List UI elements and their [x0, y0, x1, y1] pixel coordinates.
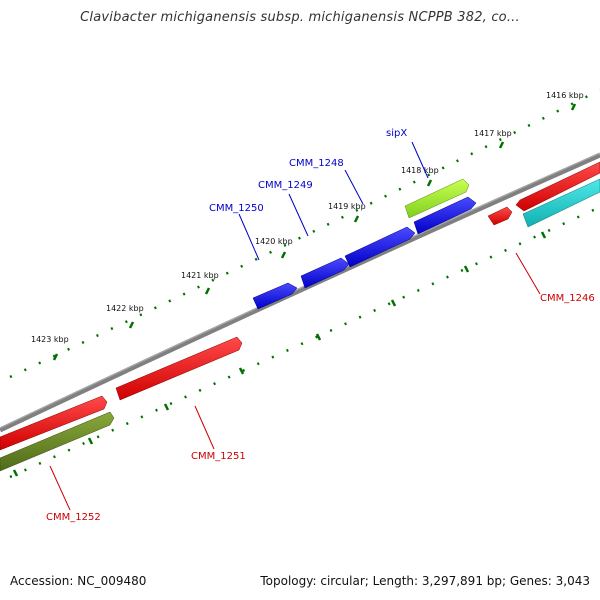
major-tick [426, 179, 433, 187]
gene-cyan-right [522, 178, 600, 228]
tick-label: 1417 kbp [474, 129, 512, 138]
leader-sipx [411, 141, 429, 179]
tick-label: 1418 kbp [401, 166, 439, 175]
gene-cmm-1250-arrow [252, 282, 298, 310]
gene-cmm-1252-lower [0, 411, 115, 472]
major-tick [315, 333, 322, 341]
major-tick [280, 251, 287, 259]
major-tick [52, 353, 59, 361]
forward-genes [0, 161, 600, 451]
gene-label-cmm-1250[interactable]: CMM_1250 [209, 203, 264, 214]
leader-cmm-1249 [288, 193, 309, 237]
tick-label: 1422 kbp [106, 304, 144, 313]
gene-label-cmm-1252[interactable]: CMM_1252 [46, 512, 101, 523]
gene-rna-lime [404, 178, 470, 219]
gene-forward-right-red [515, 161, 600, 212]
gene-labels: sipX CMM_1248 CMM_1249 CMM_1250 CMM_1246… [46, 128, 595, 523]
accession-label: Accession: NC_009480 [10, 574, 147, 588]
leader-cmm-1248 [344, 169, 364, 205]
major-tick [87, 437, 94, 445]
gene-label-cmm-1246[interactable]: CMM_1246 [540, 293, 595, 304]
reverse-genes [0, 178, 600, 472]
major-tick [12, 469, 19, 477]
leader-cmm-1250 [238, 213, 260, 261]
genome-backbone-highlight [0, 152, 600, 429]
outer-major-ticks [52, 103, 577, 361]
tick-label: 1423 kbp [31, 335, 69, 344]
tick-label: 1416 kbp [546, 91, 584, 100]
gene-cmm-1246-arrow [487, 206, 513, 226]
major-tick [128, 321, 135, 329]
tick-label: 1421 kbp [181, 271, 219, 280]
major-tick [204, 287, 211, 295]
leader-cmm-1252 [49, 465, 71, 511]
genome-backbone [0, 152, 600, 433]
label-leaders [49, 141, 541, 511]
gene-cmm-1248-arrow [344, 226, 416, 268]
inner-major-ticks [12, 231, 547, 477]
major-tick [238, 367, 245, 375]
major-tick [353, 215, 360, 223]
gene-sipx-arrow [413, 196, 477, 235]
major-tick [390, 299, 397, 307]
major-tick [163, 403, 170, 411]
leader-cmm-1251 [194, 405, 215, 450]
major-tick [570, 103, 577, 111]
gene-cmm-1249-arrow [300, 257, 350, 289]
major-tick [498, 141, 505, 149]
major-tick [540, 231, 547, 239]
tick-label: 1420 kbp [255, 237, 293, 246]
map-title: Clavibacter michiganensis subsp. michiga… [80, 10, 520, 25]
topology-summary: Topology: circular; Length: 3,297,891 bp… [260, 574, 590, 588]
gene-label-cmm-1251[interactable]: CMM_1251 [191, 451, 246, 462]
gene-label-sipx[interactable]: sipX [386, 128, 407, 139]
gene-cmm-1252-upper [0, 395, 108, 451]
major-tick [463, 265, 470, 273]
gene-label-cmm-1248[interactable]: CMM_1248 [289, 158, 344, 169]
inner-tick-ring [9, 205, 600, 479]
tick-label: 1419 kbp [328, 202, 366, 211]
gene-label-cmm-1249[interactable]: CMM_1249 [258, 180, 313, 191]
leader-cmm-1246 [515, 252, 541, 295]
gene-cmm-1251-arrow [115, 336, 243, 401]
tick-labels: 1416 kbp 1417 kbp 1418 kbp 1419 kbp 1420… [31, 91, 584, 344]
